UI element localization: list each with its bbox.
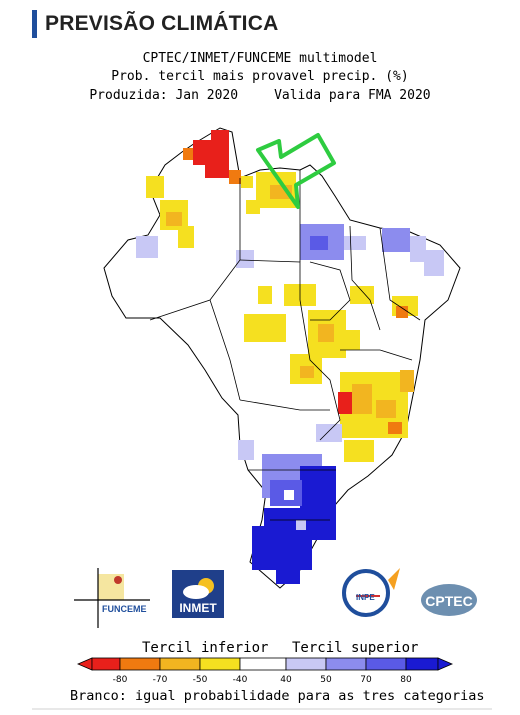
legend-arrow-left xyxy=(76,657,93,671)
anomaly-cell xyxy=(205,158,229,178)
legend-arrow-right xyxy=(437,657,454,671)
legend-swatch xyxy=(159,657,201,671)
legend-tick: 80 xyxy=(400,675,412,685)
anomaly-cell xyxy=(300,366,314,378)
legend-swatch xyxy=(119,657,161,671)
anomaly-cell xyxy=(258,286,272,304)
anomaly-cell xyxy=(310,236,328,250)
inpe-logo: INPE xyxy=(342,568,400,617)
anomaly-cell xyxy=(296,520,306,530)
legend-ticks: -80 -70 -50 -40 40 50 70 80 xyxy=(113,675,412,685)
anomaly-cell xyxy=(236,250,254,268)
legend-tick: -50 xyxy=(193,675,208,685)
anomaly-cell xyxy=(178,226,194,248)
legend-tick: -80 xyxy=(113,675,128,685)
legend-tick: -70 xyxy=(153,675,168,685)
cloud-icon xyxy=(183,585,209,599)
anomaly-cell xyxy=(316,424,342,442)
legend-colorbar xyxy=(76,657,454,671)
legend-swatch xyxy=(199,657,241,671)
anomaly-cell xyxy=(350,286,374,304)
anomaly-cell xyxy=(241,176,253,188)
legend-tick: 70 xyxy=(360,675,372,685)
anomaly-cell xyxy=(244,314,286,342)
page-header: PREVISÃO CLIMÁTICA xyxy=(32,10,278,38)
anomaly-cell xyxy=(276,566,300,584)
legend-swatch xyxy=(239,657,287,671)
highlight-arrow xyxy=(256,133,336,209)
anomaly-cell xyxy=(400,370,414,392)
legend-tick: 50 xyxy=(320,675,332,685)
funceme-label: FUNCEME xyxy=(102,604,147,614)
anomaly-cell xyxy=(136,236,158,258)
anomaly-cell xyxy=(238,440,254,460)
cptec-logo: CPTEC xyxy=(421,584,477,616)
anomaly-cell xyxy=(284,490,294,500)
anomaly-cell xyxy=(388,422,402,434)
orbit-arrow-icon xyxy=(388,568,400,590)
cptec-label: CPTEC xyxy=(425,593,472,609)
sun-dot-icon xyxy=(114,576,122,584)
valid-period: Valida para FMA 2020 xyxy=(274,88,431,103)
header-accent-bar xyxy=(32,10,37,38)
bottom-divider xyxy=(32,708,492,710)
state-borders xyxy=(149,170,421,521)
anomaly-cell xyxy=(166,212,182,226)
anomaly-cell xyxy=(252,526,312,570)
anomaly-cell xyxy=(410,236,426,262)
legend-tick: -40 xyxy=(233,675,248,685)
legend-swatch xyxy=(325,657,367,671)
anomaly-cells xyxy=(136,130,444,584)
inmet-logo: INMET xyxy=(172,570,224,618)
map-subtitle: Prob. tercil mais provavel precip. (%) xyxy=(111,69,409,84)
anomaly-cell xyxy=(211,130,229,158)
anomaly-cell xyxy=(344,236,366,250)
anomaly-cell xyxy=(396,306,408,318)
anomaly-cell xyxy=(344,440,374,462)
anomaly-cell xyxy=(146,176,164,198)
funceme-logo: FUNCEME xyxy=(74,568,150,628)
anomaly-cell xyxy=(338,392,352,414)
anomaly-cell xyxy=(352,384,372,414)
anomaly-cell xyxy=(424,250,444,276)
inmet-label: INMET xyxy=(179,601,217,615)
anomaly-cell xyxy=(344,330,360,350)
anomaly-cell xyxy=(382,228,410,252)
anomaly-cell xyxy=(183,148,193,160)
legend-swatch xyxy=(365,657,407,671)
legend-swatch xyxy=(91,657,121,671)
upper-tercile-label: Tercil superior xyxy=(292,640,419,656)
map-title: CPTEC/INMET/FUNCEME multimodel xyxy=(142,51,378,66)
legend-tick: 40 xyxy=(280,675,292,685)
legend-note: Branco: igual probabilidade para as tres… xyxy=(70,688,485,704)
anomaly-cell xyxy=(246,200,260,214)
page-title: PREVISÃO CLIMÁTICA xyxy=(45,12,279,35)
lower-tercile-label: Tercil inferior xyxy=(142,640,269,656)
anomaly-cell xyxy=(376,400,396,418)
produced-date: Produzida: Jan 2020 xyxy=(89,88,239,103)
legend-swatch xyxy=(405,657,439,671)
legend-swatch xyxy=(285,657,327,671)
anomaly-cell xyxy=(318,324,334,342)
map-dates: Produzida: Jan 2020 Valida para FMA 2020 xyxy=(0,88,520,103)
inpe-label: INPE xyxy=(356,593,375,602)
anomaly-cell xyxy=(229,170,241,184)
